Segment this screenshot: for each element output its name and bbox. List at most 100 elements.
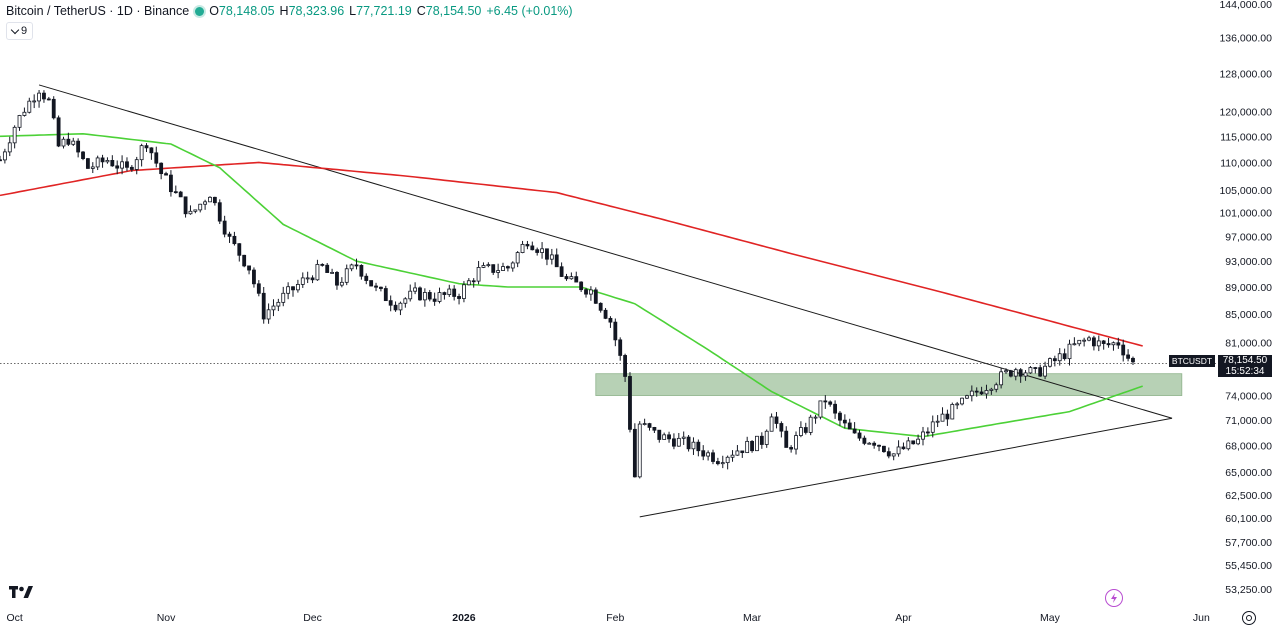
- candle-body: [711, 452, 715, 462]
- candle: [1048, 357, 1052, 368]
- candle-body: [999, 371, 1004, 386]
- candle-body: [1131, 357, 1135, 363]
- candle-body: [637, 423, 642, 478]
- candle: [862, 435, 867, 446]
- candle: [549, 248, 554, 265]
- candle-body: [647, 423, 652, 428]
- candle-body: [129, 166, 134, 170]
- candle-body: [794, 435, 798, 450]
- candle: [95, 155, 100, 171]
- candle: [227, 231, 232, 243]
- candle: [945, 409, 950, 426]
- candle: [315, 259, 320, 281]
- candle: [462, 281, 466, 303]
- candle: [261, 286, 266, 324]
- candle-body: [222, 220, 227, 235]
- candle-body: [584, 289, 588, 295]
- candle-body: [457, 296, 461, 299]
- x-tick-label: Nov: [157, 612, 176, 624]
- gear-icon[interactable]: [1242, 611, 1256, 625]
- candle: [388, 295, 393, 312]
- candle-body: [17, 115, 22, 128]
- candle: [217, 199, 222, 225]
- candle: [632, 423, 637, 478]
- candle: [1126, 349, 1131, 362]
- candle-body: [720, 462, 725, 465]
- candle-body: [100, 157, 105, 163]
- candle: [686, 434, 691, 452]
- candle: [1077, 339, 1082, 347]
- candle-body: [76, 140, 81, 153]
- tradingview-logo-icon[interactable]: [9, 585, 33, 603]
- candle: [37, 90, 41, 108]
- candle-body: [1096, 340, 1101, 347]
- candle: [979, 386, 984, 396]
- y-tick-label: 71,000.00: [1225, 415, 1272, 427]
- candle: [515, 251, 520, 268]
- candle-body: [374, 285, 378, 288]
- candle-body: [164, 173, 168, 176]
- candle: [291, 286, 295, 297]
- candle: [520, 240, 525, 254]
- candle: [667, 431, 671, 443]
- candle: [857, 429, 862, 441]
- candle: [374, 282, 378, 292]
- candle: [535, 247, 540, 256]
- candle: [745, 436, 750, 454]
- candle-body: [862, 437, 867, 444]
- y-tick-label: 120,000.00: [1219, 106, 1272, 118]
- candle-body: [623, 355, 628, 377]
- candle: [1033, 366, 1038, 374]
- candle: [27, 97, 32, 114]
- candle: [896, 440, 901, 457]
- candle: [691, 437, 696, 455]
- candle: [525, 240, 530, 250]
- candle: [930, 415, 935, 438]
- candle: [437, 287, 442, 304]
- candle: [999, 367, 1004, 389]
- candle: [1121, 339, 1126, 362]
- candle-body: [51, 98, 56, 119]
- candle: [974, 387, 979, 397]
- candle: [808, 414, 813, 436]
- candle: [403, 297, 408, 308]
- candle: [256, 280, 261, 297]
- legend-close: C78,154.50: [416, 4, 482, 18]
- candle-body: [906, 440, 911, 450]
- candle: [344, 264, 349, 286]
- candle: [842, 414, 847, 429]
- candle: [588, 286, 593, 301]
- indicators-toggle-button[interactable]: 9: [6, 22, 34, 40]
- candle-body: [652, 427, 657, 431]
- candle-body: [579, 281, 584, 291]
- candle-body: [833, 403, 837, 414]
- candle: [139, 143, 144, 167]
- candle-body: [769, 416, 774, 432]
- lightning-icon[interactable]: [1105, 589, 1123, 607]
- candle: [940, 407, 945, 422]
- candle: [779, 421, 784, 438]
- x-tick-label: Jun: [1193, 612, 1210, 624]
- y-tick-label: 57,700.00: [1225, 537, 1272, 549]
- candle-body: [735, 450, 740, 456]
- candle-body: [315, 264, 320, 281]
- candle-body: [1067, 343, 1072, 360]
- candle: [833, 400, 837, 419]
- candle: [676, 432, 681, 447]
- symbol-title[interactable]: Bitcoin / TetherUS · 1D · Binance: [6, 4, 190, 18]
- candle-body: [701, 450, 706, 457]
- candle-body: [632, 428, 637, 478]
- candle: [1018, 368, 1023, 383]
- candle-body: [535, 249, 540, 253]
- candle: [813, 414, 818, 424]
- candle-body: [1077, 339, 1082, 345]
- candle-body: [867, 442, 872, 445]
- candle: [1062, 348, 1067, 361]
- legend-open: O78,148.05: [209, 4, 275, 18]
- candle: [300, 272, 305, 288]
- candle: [466, 278, 471, 286]
- candle-body: [706, 452, 711, 457]
- candle: [120, 155, 125, 175]
